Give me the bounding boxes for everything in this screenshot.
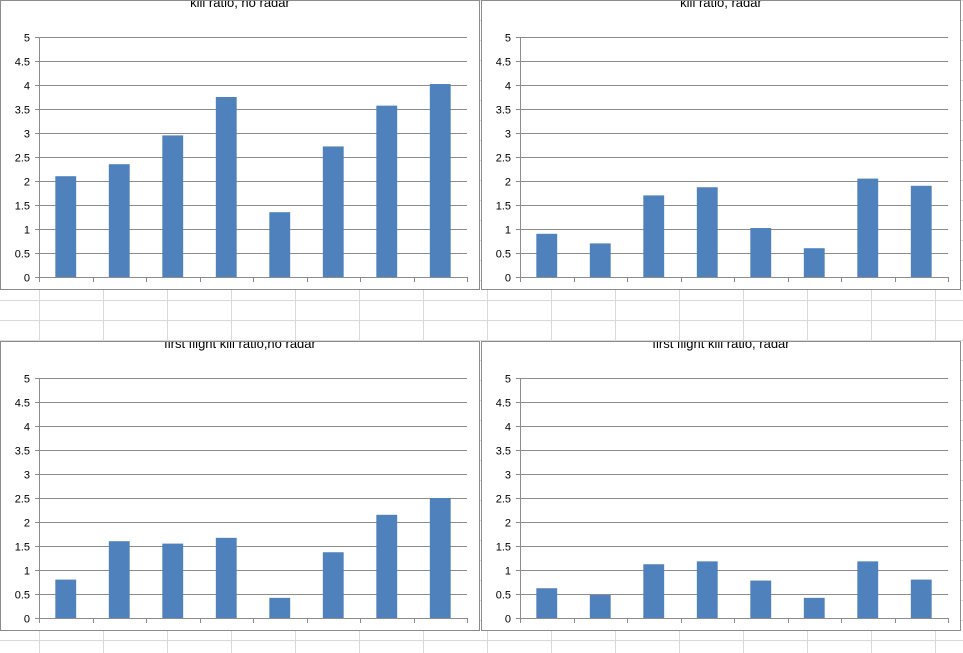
bar (643, 195, 665, 277)
y-tick-label: 1.5 (496, 201, 511, 213)
y-tick-label: 5 (505, 374, 511, 386)
y-tick-label: 3 (24, 470, 30, 482)
bar (857, 178, 879, 277)
y-tick-label: 0.5 (15, 590, 30, 602)
y-tick-label: 3.5 (15, 105, 30, 117)
bar (215, 97, 237, 277)
y-tick-label: 0.5 (15, 249, 30, 261)
bar (803, 248, 825, 277)
bar (108, 541, 130, 618)
bar (322, 146, 344, 277)
chart-kill-ratio-no-radar[interactable]: kill ratio, no radar 0 0.5 1 1.5 2 2.5 3 3.5 4 4.… (0, 0, 480, 290)
chart-title: first flight kill ratio, radar (652, 341, 790, 351)
bar (696, 561, 718, 618)
y-tick-label: 4.5 (496, 398, 511, 410)
bar (750, 228, 772, 277)
bar (589, 243, 611, 277)
y-tick-label: 1 (505, 225, 511, 237)
y-tick-label: 4 (505, 81, 511, 93)
bar (162, 543, 184, 618)
bar (803, 597, 825, 618)
y-tick-label: 4 (24, 422, 30, 434)
y-tick-label: 4.5 (15, 57, 30, 69)
y-tick-label: 0 (505, 614, 511, 626)
bar (536, 233, 558, 277)
bar (429, 498, 451, 618)
chart-plot: 00.511.522.533.544.551 2 3 4 5 6 7 8 (15, 374, 468, 626)
chart-title: kill ratio, radar (680, 0, 762, 10)
y-tick-label: 1 (24, 225, 30, 237)
y-tick-label: 0 (24, 273, 30, 285)
bar (162, 135, 184, 277)
y-tick-label: 0 (505, 273, 511, 285)
y-tick-label: 2 (505, 518, 511, 530)
y-tick-label: 3.5 (496, 105, 511, 117)
y-tick-label: 1.5 (496, 542, 511, 554)
bar (376, 514, 398, 618)
bar (269, 212, 291, 277)
bar (750, 580, 772, 618)
bar (269, 597, 291, 618)
chart-title: kill ratio, no radar (190, 0, 290, 10)
y-tick-label: 2.5 (15, 153, 30, 165)
bar (910, 185, 932, 277)
chart-first-flight-radar[interactable]: first flight kill ratio, radar 0 0.5 1 1.5 2… (481, 341, 961, 631)
chart-first-flight-no-radar[interactable]: first flight kill ratio,no radar 0 0.5 1 1.… (0, 341, 480, 631)
y-tick-label: 1 (505, 566, 511, 578)
y-tick-label: 3 (505, 129, 511, 141)
y-tick-label: 3.5 (15, 446, 30, 458)
y-tick-label: 1.5 (15, 542, 30, 554)
y-tick-label: 3 (24, 129, 30, 141)
bar (696, 187, 718, 277)
y-tick-label: 4.5 (15, 398, 30, 410)
bar (55, 579, 77, 618)
bar (108, 164, 130, 277)
y-tick-label: 2 (24, 518, 30, 530)
bar (322, 552, 344, 618)
chart-kill-ratio-radar[interactable]: kill ratio, radar 0 0.5 1 1.5 2 2.5 3 3.5 4 4.5 5 1… (481, 0, 961, 290)
y-tick-label: 3.5 (496, 446, 511, 458)
chart-title: first flight kill ratio,no radar (164, 341, 316, 351)
y-tick-label: 2 (505, 177, 511, 189)
y-tick-label: 4.5 (496, 57, 511, 69)
bar (643, 564, 665, 618)
bar (536, 588, 558, 618)
bar (910, 579, 932, 618)
y-tick-label: 2.5 (496, 153, 511, 165)
bar (55, 176, 77, 277)
y-tick-label: 5 (24, 374, 30, 386)
chart-plot: 00.511.522.533.544.551 2 3 4 5 6 7 8 (15, 33, 468, 285)
y-tick-label: 0.5 (496, 590, 511, 602)
bar (376, 105, 398, 277)
y-tick-label: 0 (24, 614, 30, 626)
y-tick-label: 1.5 (15, 201, 30, 213)
y-tick-label: 2 (24, 177, 30, 189)
y-tick-label: 4 (505, 422, 511, 434)
y-tick-label: 0.5 (496, 249, 511, 261)
bar (589, 594, 611, 618)
y-tick-label: 1 (24, 566, 30, 578)
bar (215, 537, 237, 618)
y-tick-label: 2.5 (496, 494, 511, 506)
y-tick-label: 5 (24, 33, 30, 45)
y-tick-label: 2.5 (15, 494, 30, 506)
y-tick-label: 3 (505, 470, 511, 482)
y-tick-label: 5 (505, 33, 511, 45)
y-tick-label: 4 (24, 81, 30, 93)
chart-plot: 00.511.522.533.544.551 2 3 4 5 6 7 8 (496, 33, 949, 285)
bar (429, 84, 451, 277)
bar (857, 561, 879, 618)
chart-plot: 00.511.522.533.544.551 2 3 4 5 6 7 8 (496, 374, 949, 626)
